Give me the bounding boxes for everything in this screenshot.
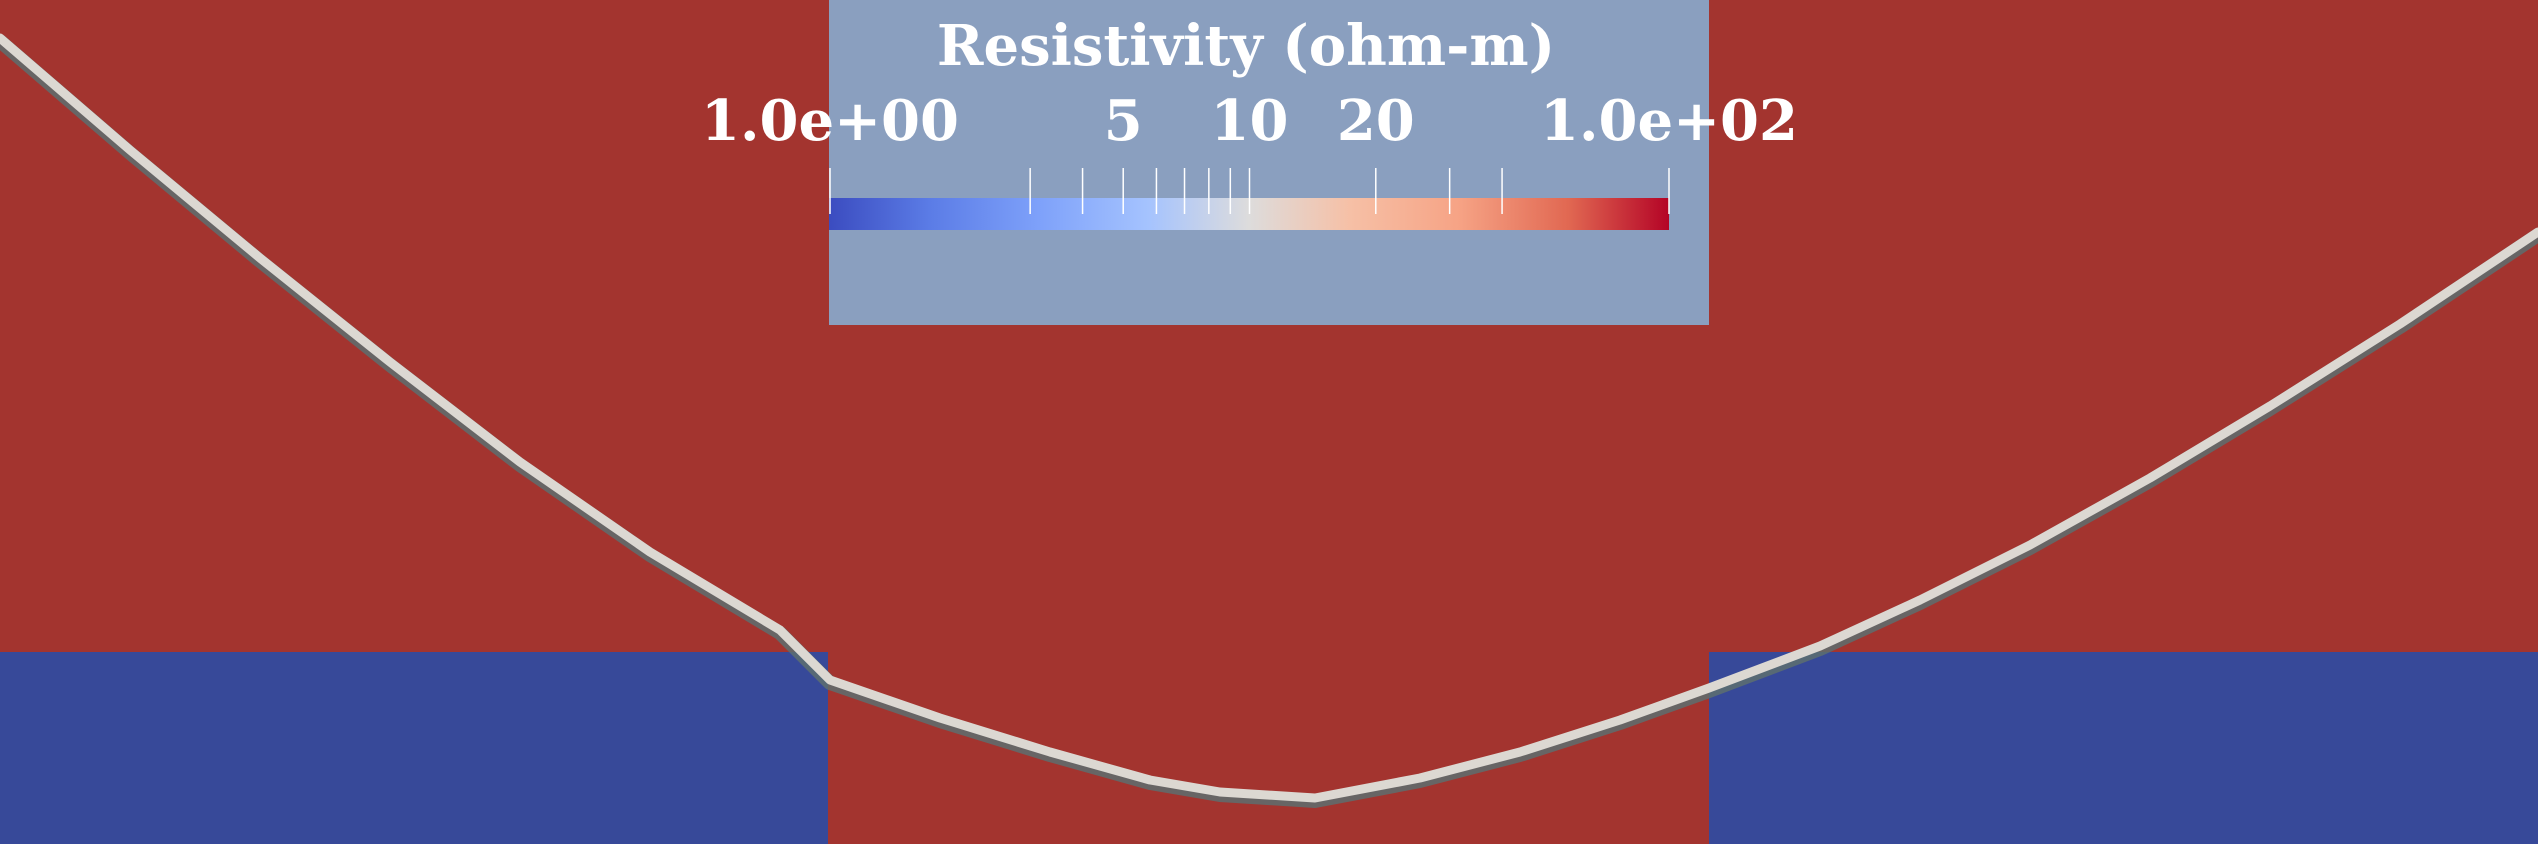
colorbar-legend: Resistivity (ohm-m) 1.0e+00 5 10 20 1.0e+02 (701, 0, 1798, 325)
colorbar-ticks (829, 168, 1670, 214)
colorbar-tick-label-2: 10 (1211, 88, 1289, 154)
legend-title: Resistivity (ohm-m) (937, 13, 1555, 79)
lower-left-block (0, 652, 828, 844)
lower-right-block (1709, 652, 2538, 844)
legend-panel (829, 0, 1709, 325)
colorbar-tick-label-0: 1.0e+00 (701, 88, 959, 154)
colorbar-tick-label-4: 1.0e+02 (1540, 88, 1798, 154)
colorbar-tick-label-3: 20 (1337, 88, 1415, 154)
colorbar-tick-label-1: 5 (1104, 88, 1143, 154)
profile-curve (0, 33, 2538, 808)
colorbar-tick-labels: 1.0e+00 5 10 20 1.0e+02 (701, 88, 1798, 154)
profile-curve-line (0, 33, 2538, 803)
